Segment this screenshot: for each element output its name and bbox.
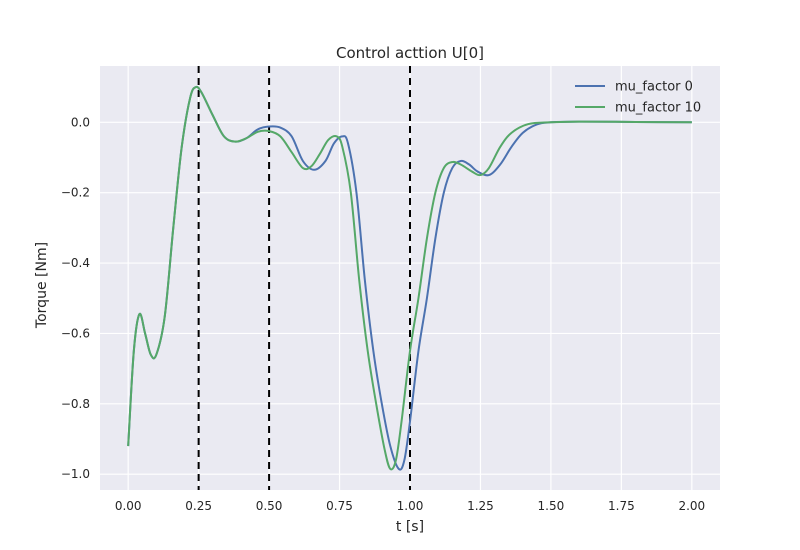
x-tick-label: 0.50: [256, 499, 283, 513]
x-tick-label: 0.25: [185, 499, 212, 513]
series-line-2: [127, 85, 692, 471]
x-tick-label: 1.00: [397, 499, 424, 513]
chart-title: Control acttion U[0]: [336, 44, 484, 62]
y-tick-label: −0.6: [61, 326, 90, 340]
x-axis-label: t [s]: [396, 519, 424, 535]
y-tick-label: 0.0: [71, 115, 90, 129]
y-tick-label: −1.0: [61, 467, 90, 481]
x-tick-label: 0.00: [115, 499, 142, 513]
legend-label: mu_factor 0: [615, 80, 693, 95]
x-tick-label: 0.75: [326, 499, 353, 513]
x-tick-label: 1.25: [467, 499, 494, 513]
series-group: [127, 85, 692, 471]
legend-label: mu_factor 10: [615, 101, 701, 116]
y-tick-label: −0.4: [61, 256, 90, 270]
x-tick-label: 2.00: [678, 499, 705, 513]
y-tick-label: −0.8: [61, 397, 90, 411]
y-axis-label: Torque [Nm]: [34, 242, 50, 329]
x-tick-label: 1.50: [538, 499, 565, 513]
x-tick-label: 1.75: [608, 499, 635, 513]
legend: mu_factor 0 mu_factor 10: [575, 80, 701, 116]
x-axis: 0.00 0.25 0.50 0.75 1.00 1.25 1.50 1.75 2.00: [115, 499, 705, 513]
y-tick-label: −0.2: [61, 186, 90, 200]
y-axis: 0.0 −0.2 −0.4 −0.6 −0.8 −1.0: [61, 115, 90, 481]
